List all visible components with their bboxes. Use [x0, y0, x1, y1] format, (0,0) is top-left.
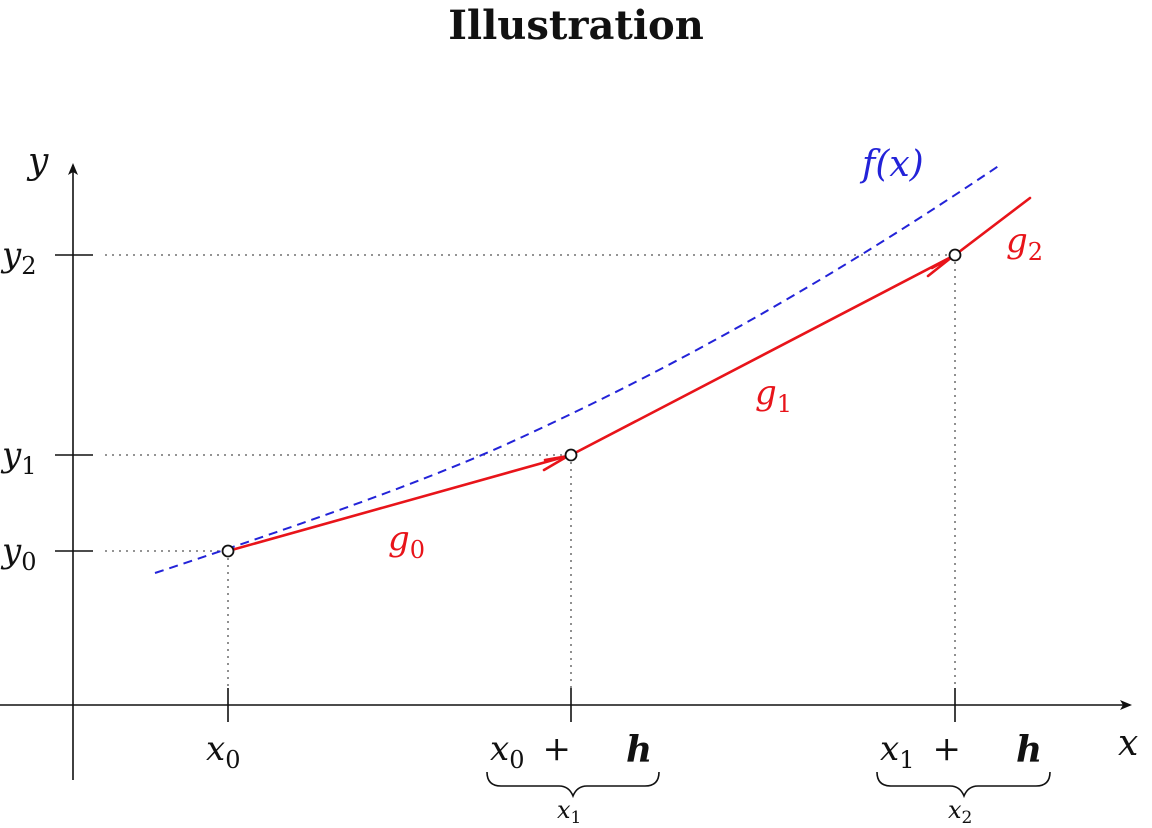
segment-label-g0: g0: [388, 519, 425, 564]
segment-g1: [569, 253, 957, 457]
diagram-title: Illustration: [448, 2, 704, 49]
point-2: [948, 248, 962, 262]
function-curve: [154, 164, 1001, 574]
segment-label-g1: g1: [755, 373, 792, 418]
x-tick-label-1-h: h: [626, 729, 652, 771]
x-tick-label-1: x0 +: [490, 729, 571, 774]
y-axis-label: y: [26, 141, 49, 182]
y-tick-label-2: y2: [0, 235, 37, 280]
y-tick-label-1: y1: [0, 435, 37, 480]
segment-g2: [953, 196, 1032, 257]
x-tick-label-2-h: h: [1016, 729, 1042, 771]
curve-label: f(x): [859, 144, 924, 185]
x-tick-label-2: x1 +: [880, 729, 961, 774]
point-1: [564, 448, 578, 462]
x-axis-label: x: [1118, 723, 1138, 764]
brace-label-2: x2: [948, 796, 972, 828]
segment-g0-arrow: [542, 454, 569, 472]
x-tick-label-0: x0: [206, 729, 240, 774]
point-0: [221, 544, 235, 558]
underbrace-2: [876, 771, 1051, 799]
segment-label-g2: g2: [1006, 221, 1043, 266]
brace-label-1: x1: [557, 796, 581, 828]
y-tick-label-0: y0: [0, 531, 37, 576]
segment-g0: [226, 453, 573, 553]
underbrace-1: [486, 771, 660, 799]
